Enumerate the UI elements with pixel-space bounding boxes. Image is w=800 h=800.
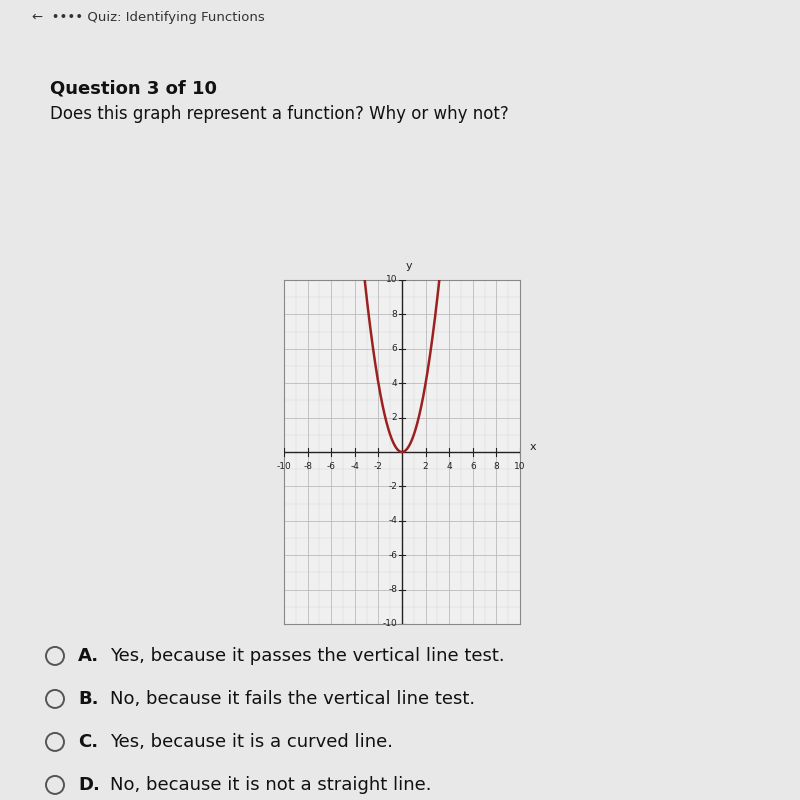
Text: -10: -10 xyxy=(277,462,291,471)
Text: 8: 8 xyxy=(494,462,499,471)
Text: C.: C. xyxy=(78,733,98,751)
Text: -8: -8 xyxy=(388,585,398,594)
Text: 2: 2 xyxy=(392,413,398,422)
Text: Yes, because it passes the vertical line test.: Yes, because it passes the vertical line… xyxy=(110,647,505,665)
Text: -4: -4 xyxy=(389,516,398,526)
Text: A.: A. xyxy=(78,647,99,665)
Text: 6: 6 xyxy=(470,462,476,471)
Text: Question 3 of 10: Question 3 of 10 xyxy=(50,80,217,98)
Text: -4: -4 xyxy=(350,462,359,471)
Text: 4: 4 xyxy=(446,462,452,471)
Text: y: y xyxy=(406,262,412,271)
Text: D.: D. xyxy=(78,776,100,794)
Text: No, because it fails the vertical line test.: No, because it fails the vertical line t… xyxy=(110,690,475,708)
Text: Does this graph represent a function? Why or why not?: Does this graph represent a function? Wh… xyxy=(50,105,509,123)
Text: 4: 4 xyxy=(392,378,398,388)
Text: -2: -2 xyxy=(389,482,398,491)
Text: ←  •••• Quiz: Identifying Functions: ← •••• Quiz: Identifying Functions xyxy=(32,11,265,25)
Text: -6: -6 xyxy=(326,462,336,471)
Text: 6: 6 xyxy=(391,344,398,354)
Text: B.: B. xyxy=(78,690,98,708)
Text: -10: -10 xyxy=(382,619,398,629)
Text: 10: 10 xyxy=(514,462,526,471)
Text: No, because it is not a straight line.: No, because it is not a straight line. xyxy=(110,776,431,794)
Text: Yes, because it is a curved line.: Yes, because it is a curved line. xyxy=(110,733,393,751)
Text: x: x xyxy=(530,442,536,452)
Text: 10: 10 xyxy=(386,275,398,285)
Text: -2: -2 xyxy=(374,462,383,471)
Text: 8: 8 xyxy=(391,310,398,319)
Text: -6: -6 xyxy=(388,550,398,560)
Text: 2: 2 xyxy=(422,462,429,471)
Text: -8: -8 xyxy=(303,462,312,471)
